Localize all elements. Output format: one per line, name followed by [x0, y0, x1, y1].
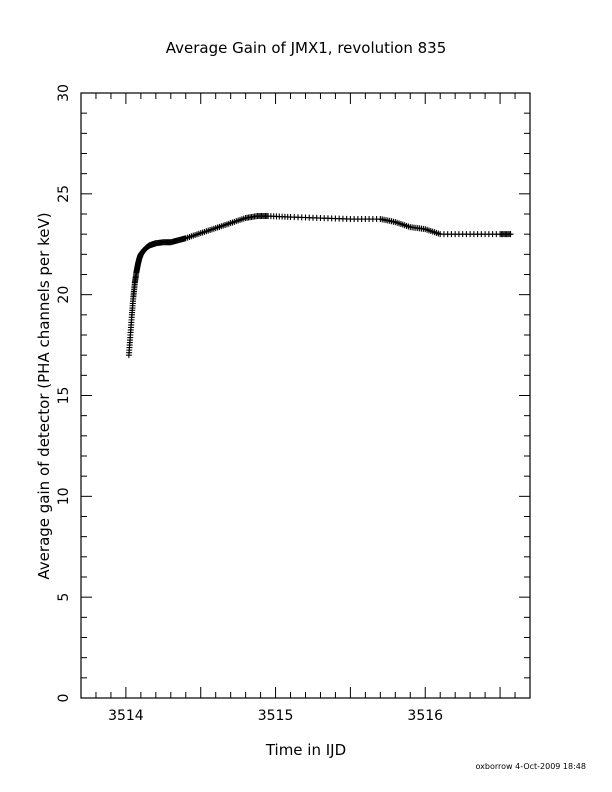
x-tick-label: 3516: [407, 708, 443, 724]
plot-frame: [80, 92, 531, 699]
axis-tick-labels: 0 5 10 15 20 25 30 3514 3515 3516: [56, 84, 443, 724]
y-tick-label: 0: [56, 694, 72, 703]
data-series: [125, 213, 514, 359]
axis-ticks: [80, 92, 531, 699]
data-point: [507, 231, 514, 238]
y-tick-label: 30: [56, 84, 72, 102]
x-tick-label: 3514: [108, 708, 144, 724]
footer-stamp: oxborrow 4-Oct-2009 18:48: [476, 762, 586, 771]
y-tick-label: 10: [56, 487, 72, 505]
y-tick-label: 15: [56, 387, 72, 405]
x-tick-label: 3515: [258, 708, 294, 724]
chart-title: Average Gain of JMX1, revolution 835: [166, 39, 447, 57]
x-axis-label: Time in IJD: [265, 741, 346, 759]
y-tick-label: 20: [56, 286, 72, 304]
y-tick-label: 5: [56, 593, 72, 602]
y-axis-label: Average gain of detector (PHA channels p…: [35, 212, 53, 579]
y-tick-label: 25: [56, 185, 72, 203]
